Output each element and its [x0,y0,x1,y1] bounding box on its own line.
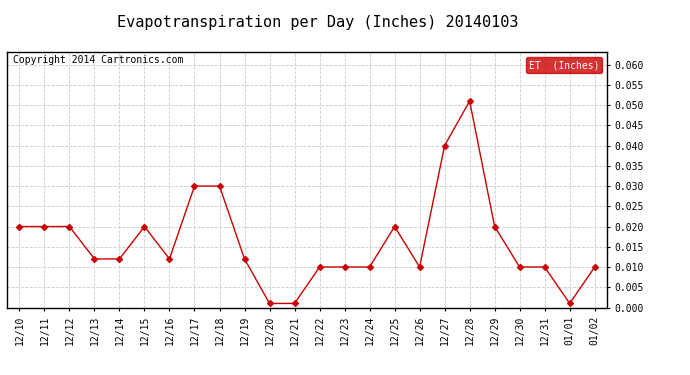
Legend: ET  (Inches): ET (Inches) [526,57,602,73]
Text: Copyright 2014 Cartronics.com: Copyright 2014 Cartronics.com [13,55,184,65]
Text: Evapotranspiration per Day (Inches) 20140103: Evapotranspiration per Day (Inches) 2014… [117,15,518,30]
